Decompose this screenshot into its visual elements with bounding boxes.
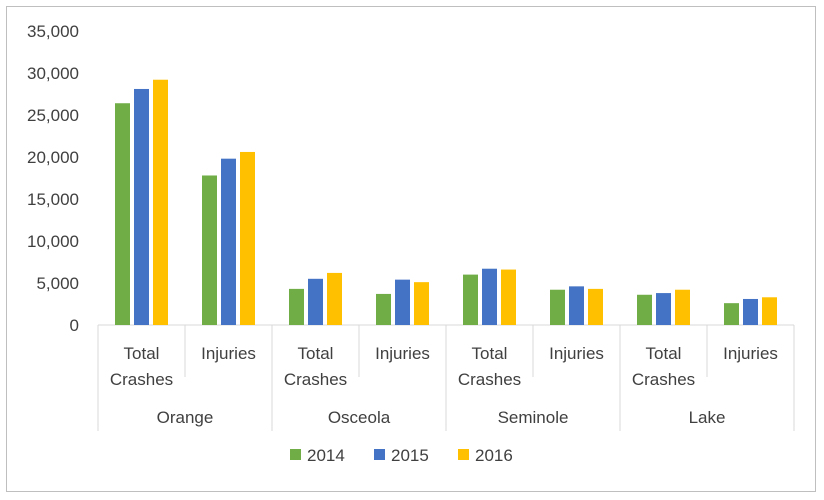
- legend-label: 2014: [307, 446, 345, 465]
- category-label: Total: [472, 344, 508, 363]
- category-label: Total: [298, 344, 334, 363]
- category-label: Crashes: [284, 370, 347, 389]
- bar-2015: [743, 298, 758, 325]
- bar-2016: [501, 269, 516, 325]
- category-label: Injuries: [723, 344, 778, 363]
- bar-2014: [376, 293, 391, 325]
- category-label: Injuries: [201, 344, 256, 363]
- legend-label: 2016: [475, 446, 513, 465]
- bar-2016: [762, 297, 777, 325]
- group-label: Orange: [157, 408, 214, 427]
- bar-chart: 0 5,000 10,000 15,000 20,000 25,000 30,000 35,0…: [27, 22, 795, 465]
- legend: 2014 2015 2016: [290, 446, 513, 465]
- bar-2015: [134, 88, 149, 326]
- group-label: Osceola: [328, 408, 391, 427]
- y-tick-label: 30,000: [27, 64, 79, 83]
- bar-2014: [289, 288, 304, 325]
- legend-swatch: [374, 449, 385, 460]
- legend-swatch: [290, 449, 301, 460]
- axes: 0 5,000 10,000 15,000 20,000 25,000 30,000 35,0…: [27, 22, 795, 431]
- bar-2016: [240, 151, 255, 325]
- category-label: Crashes: [110, 370, 173, 389]
- bar-2016: [675, 289, 690, 325]
- category-label: Total: [646, 344, 682, 363]
- y-tick-label: 20,000: [27, 148, 79, 167]
- chart-frame: 0 5,000 10,000 15,000 20,000 25,000 30,000 35,0…: [6, 6, 816, 492]
- y-tick-label: 5,000: [36, 274, 79, 293]
- bar-2016: [588, 288, 603, 325]
- category-label: Crashes: [632, 370, 695, 389]
- group-label: Lake: [689, 408, 726, 427]
- legend-label: 2015: [391, 446, 429, 465]
- y-tick-label: 25,000: [27, 106, 79, 125]
- legend-swatch: [458, 449, 469, 460]
- group-label: Seminole: [498, 408, 569, 427]
- bar-2015: [308, 278, 323, 325]
- bar-2016: [414, 282, 429, 325]
- bar-2015: [569, 286, 584, 325]
- category-label: Total: [124, 344, 160, 363]
- bar-2015: [221, 158, 236, 325]
- y-tick-label: 15,000: [27, 190, 79, 209]
- bar-2014: [463, 274, 478, 325]
- bar-2016: [153, 79, 168, 325]
- bar-2015: [482, 268, 497, 325]
- y-tick-label: 10,000: [27, 232, 79, 251]
- bars: [115, 79, 777, 326]
- category-label: Injuries: [549, 344, 604, 363]
- y-tick-label: 35,000: [27, 22, 79, 41]
- bar-2014: [637, 294, 652, 325]
- y-tick-label: 0: [70, 316, 79, 335]
- category-label: Injuries: [375, 344, 430, 363]
- bar-2015: [395, 279, 410, 325]
- bar-2014: [115, 103, 130, 326]
- bar-2014: [202, 175, 217, 325]
- category-label: Crashes: [458, 370, 521, 389]
- bar-2015: [656, 293, 671, 325]
- bar-2016: [327, 272, 342, 325]
- bar-2014: [550, 289, 565, 325]
- bar-2014: [724, 303, 739, 325]
